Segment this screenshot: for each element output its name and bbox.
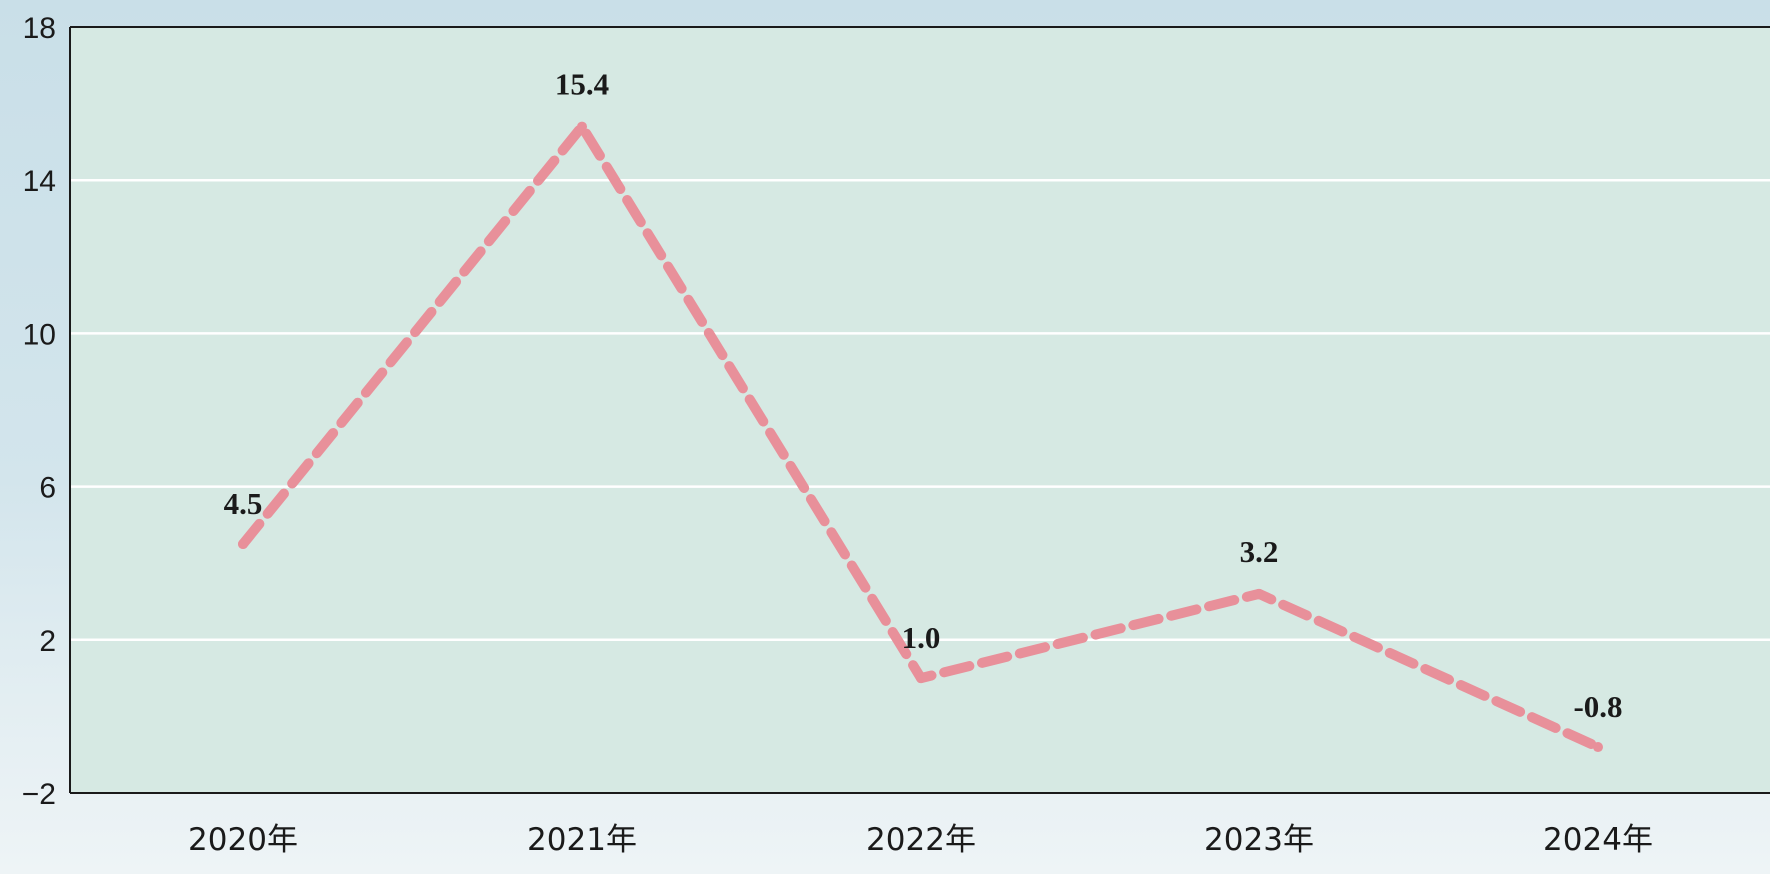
series-line: [238, 121, 1603, 753]
data-point: [916, 673, 926, 684]
data-point: [1254, 588, 1264, 599]
data-label: 3.2: [1240, 534, 1279, 569]
y-tick-labels: −2 2 6 10 14 18: [22, 12, 56, 811]
data-label: 4.5: [224, 486, 263, 521]
data-label: 1.0: [902, 620, 941, 655]
data-label: -0.8: [1573, 689, 1622, 724]
axes: [69, 26, 1770, 794]
grid-lines: [70, 178, 1770, 642]
y-tick-label: 18: [23, 12, 56, 45]
y-tick-label: 2: [39, 625, 56, 658]
data-point: [238, 539, 248, 550]
data-point: [577, 121, 587, 132]
x-tick-label: 2023年: [1204, 822, 1314, 858]
x-tick-label: 2020年: [188, 822, 298, 858]
x-tick-labels: 2020年 2021年 2022年 2023年 2024年: [188, 822, 1653, 858]
y-tick-label: 14: [23, 165, 56, 198]
data-point: [1593, 742, 1603, 753]
y-tick-label: −2: [22, 778, 56, 811]
data-labels: 4.5 15.4 1.0 3.2 -0.8: [224, 67, 1623, 724]
x-tick-label: 2024年: [1543, 822, 1653, 858]
x-tick-label: 2021年: [527, 822, 637, 858]
x-tick-label: 2022年: [866, 822, 976, 858]
y-tick-label: 10: [23, 318, 56, 351]
y-tick-label: 6: [39, 472, 56, 505]
data-label: 15.4: [555, 67, 609, 102]
